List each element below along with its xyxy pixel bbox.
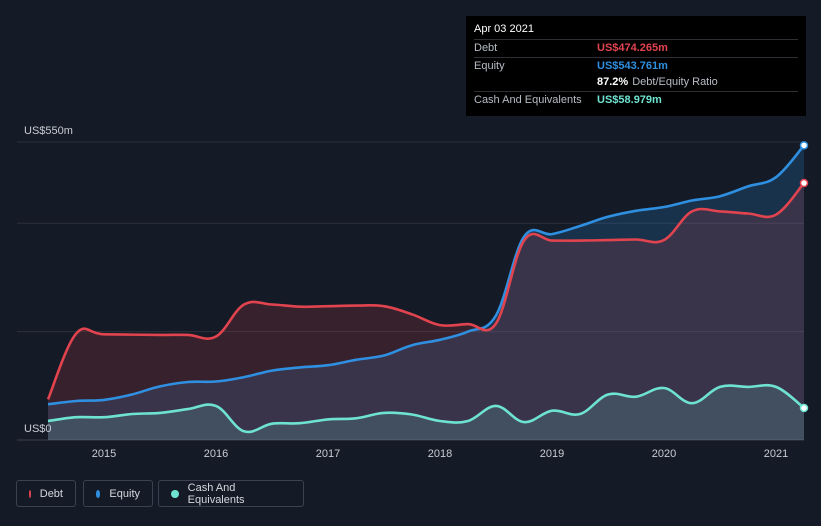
chart-areas bbox=[48, 145, 804, 440]
debt-dot-icon bbox=[29, 489, 31, 498]
legend-debt-toggle[interactable]: Debt bbox=[16, 480, 76, 507]
tooltip-ratio-value: 87.2% bbox=[597, 76, 629, 88]
tooltip-date: Apr 03 2021 bbox=[474, 23, 534, 35]
x-tick-label: 2018 bbox=[428, 448, 452, 460]
tooltip-equity-label: Equity bbox=[474, 59, 505, 72]
x-tick-label: 2019 bbox=[540, 448, 564, 460]
cash-area bbox=[48, 385, 804, 440]
x-tick-label: 2017 bbox=[316, 448, 340, 460]
equity-end-marker bbox=[799, 141, 809, 150]
debt-line bbox=[46, 182, 805, 400]
legend-debt-label: Debt bbox=[39, 487, 63, 500]
y-tick-label: US$550m bbox=[24, 125, 73, 137]
x-tick-label: 2020 bbox=[652, 448, 676, 460]
tooltip-cash-row: Cash And Equivalents US$58.979m bbox=[474, 90, 798, 109]
debt-end-marker bbox=[799, 178, 809, 188]
tooltip-equity-value: US$543.761m bbox=[597, 59, 668, 72]
cash-dot-icon bbox=[171, 489, 179, 498]
x-tick-label: 2016 bbox=[204, 448, 228, 460]
data-tooltip: Apr 03 2021 Debt US$474.265m Equity US$5… bbox=[466, 16, 806, 116]
y-axis-ticks: US$550m US$0 bbox=[24, 125, 73, 435]
tooltip-ratio-row: 87.2% Debt/Equity Ratio bbox=[474, 74, 798, 91]
tooltip-cash-label: Cash And Equivalents bbox=[474, 93, 582, 106]
legend-equity-label: Equity bbox=[109, 487, 140, 500]
x-tick-label: 2015 bbox=[92, 448, 116, 460]
tooltip-cash-value: US$58.979m bbox=[597, 93, 662, 106]
legend-cash-label: Cash And Equivalents bbox=[187, 481, 245, 506]
equity-dot-icon bbox=[96, 489, 101, 498]
legend-equity-toggle[interactable]: Equity bbox=[83, 480, 153, 507]
tooltip-debt-value: US$474.265m bbox=[597, 42, 668, 54]
cash-line bbox=[47, 383, 805, 434]
y-tick-label: US$0 bbox=[24, 423, 52, 435]
tooltip-equity-row: Equity US$543.761m bbox=[474, 56, 798, 75]
equity-area bbox=[48, 145, 804, 440]
chart-lines bbox=[46, 144, 805, 434]
chart-gridlines bbox=[17, 141, 804, 441]
tooltip-debt-label: Debt bbox=[474, 42, 498, 54]
tooltip-debt-row: Debt US$474.265m bbox=[474, 39, 798, 57]
chart-endpoints bbox=[799, 141, 809, 413]
debt-area bbox=[48, 183, 804, 440]
x-tick-label: 2021 bbox=[764, 448, 788, 460]
x-axis-ticks: 2015 2016 2017 2018 2019 2020 2021 bbox=[92, 448, 788, 460]
tooltip-ratio-label: Debt/Equity Ratio bbox=[632, 76, 718, 88]
equity-line bbox=[47, 144, 805, 406]
legend-cash-toggle[interactable]: Cash And Equivalents bbox=[158, 480, 304, 507]
cash-end-marker bbox=[799, 403, 809, 413]
